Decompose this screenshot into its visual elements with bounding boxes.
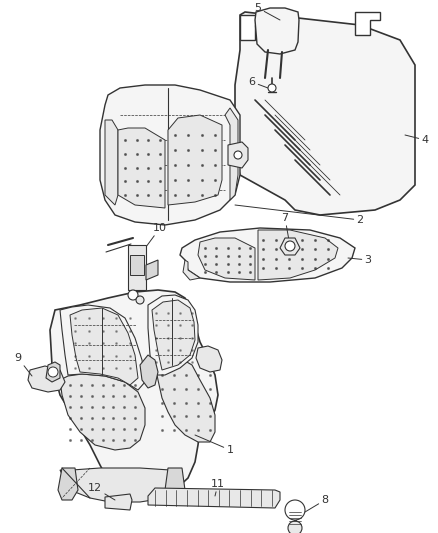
Polygon shape — [198, 238, 255, 280]
Polygon shape — [146, 260, 158, 280]
Polygon shape — [128, 245, 146, 290]
Circle shape — [128, 290, 138, 300]
Polygon shape — [280, 238, 300, 255]
Text: 1: 1 — [195, 435, 233, 455]
Polygon shape — [70, 308, 138, 385]
Polygon shape — [258, 230, 338, 280]
Text: 11: 11 — [211, 479, 225, 496]
Polygon shape — [105, 494, 132, 510]
Text: 10: 10 — [140, 223, 167, 255]
Polygon shape — [255, 8, 299, 54]
Polygon shape — [28, 366, 65, 392]
Polygon shape — [130, 255, 144, 275]
Polygon shape — [140, 355, 158, 388]
Polygon shape — [60, 374, 145, 450]
Polygon shape — [46, 362, 60, 382]
Polygon shape — [225, 108, 238, 200]
Circle shape — [285, 500, 305, 520]
Circle shape — [285, 241, 295, 251]
Text: 4: 4 — [405, 135, 428, 145]
Circle shape — [288, 521, 302, 533]
Polygon shape — [168, 115, 222, 205]
Polygon shape — [183, 260, 200, 280]
Polygon shape — [148, 488, 280, 508]
Polygon shape — [180, 228, 355, 282]
Polygon shape — [100, 85, 240, 225]
Circle shape — [48, 367, 58, 377]
Text: 9: 9 — [14, 353, 32, 376]
Polygon shape — [118, 128, 165, 208]
Polygon shape — [355, 12, 380, 35]
Text: 8: 8 — [305, 495, 328, 512]
Polygon shape — [60, 305, 145, 390]
Polygon shape — [50, 290, 218, 498]
Circle shape — [136, 296, 144, 304]
Polygon shape — [60, 468, 182, 502]
Polygon shape — [165, 468, 185, 500]
Polygon shape — [228, 142, 248, 168]
Text: 2: 2 — [235, 205, 364, 225]
Circle shape — [234, 151, 242, 159]
Polygon shape — [235, 12, 415, 215]
Polygon shape — [155, 358, 215, 442]
Text: 12: 12 — [88, 483, 115, 500]
Polygon shape — [196, 346, 222, 372]
Circle shape — [268, 84, 276, 92]
Text: 5: 5 — [254, 3, 280, 20]
Text: 3: 3 — [348, 255, 371, 265]
Polygon shape — [105, 120, 118, 205]
Polygon shape — [240, 15, 260, 40]
Polygon shape — [58, 468, 78, 500]
Text: 7: 7 — [282, 213, 290, 246]
Text: 6: 6 — [248, 77, 268, 88]
Polygon shape — [148, 295, 198, 375]
Polygon shape — [152, 300, 195, 370]
